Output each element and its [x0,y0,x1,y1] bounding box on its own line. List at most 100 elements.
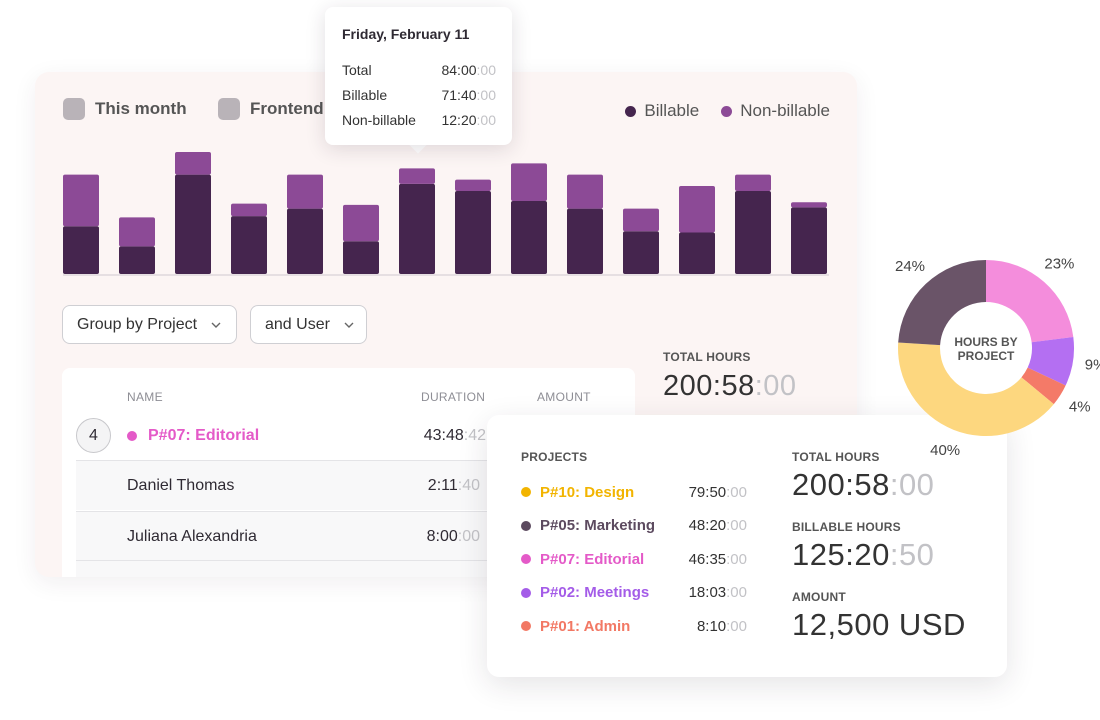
tooltip-label: Non-billable [342,112,416,128]
bar-segment [119,246,155,274]
bar-segment [343,204,379,242]
legend-label: Non-billable [740,101,830,120]
project-hours: 79:50:00 [689,484,747,501]
time-main: 125:20 [792,537,890,572]
tooltip-value: 12:20:00 [441,112,496,128]
tooltip-label: Billable [342,87,388,103]
donut-slice [1021,367,1066,405]
project-hours: 46:35:00 [689,551,747,568]
project-hours: 18:03:00 [689,584,747,601]
project-dot [521,587,531,598]
time-main: 12:20 [441,112,477,128]
donut-slice [898,260,986,346]
total-label: TOTAL HOURS [663,350,751,364]
bar-segment [455,179,491,191]
total-faded: :00 [754,370,797,402]
user-name: Daniel Thomas [127,477,235,494]
bar-segment [343,241,379,274]
donut-slice [986,260,1074,343]
project-dot [521,554,531,564]
bar-segment [287,174,323,209]
stat-label: BILLABLE HOURS [792,520,901,534]
column-header: DURATION [421,390,486,404]
project-row: P#05: Marketing 48:20:00 [521,516,747,536]
bar-segment [231,216,267,274]
project-name: P#02: Meetings [540,584,650,601]
time-faded: :00 [476,62,496,78]
time-main: 18:03 [688,584,727,601]
duration: 2:11:40 [428,477,480,495]
duration-main: 8:00 [426,528,458,545]
group-duration: 43:48:42 [424,427,486,445]
bar-segment [175,174,211,274]
period-filter[interactable]: This month [63,98,187,120]
project-hours: 48:20:00 [689,517,747,534]
legend-dot [721,105,733,117]
bar-segment [63,174,99,227]
bar-segment [791,207,827,274]
bar-segment [231,203,267,217]
duration-faded: :00 [457,528,480,545]
time-main: 71:40 [441,87,477,103]
project-name: P#05: Marketing [540,517,656,534]
chevron [211,322,221,328]
bar-segment [119,217,155,247]
time-main: 46:35 [688,550,727,568]
team-label: Frontend [250,99,324,118]
tooltip-title: Friday, February 11 [342,26,470,42]
time-faded: :00 [726,617,747,635]
time-value: 200:58:00 [792,467,934,503]
donut-slice [1027,336,1075,386]
calendar-icon [63,98,85,120]
project-row: P#10: Design 79:50:00 [521,482,747,502]
chevron [344,322,354,328]
slice-label: 9% [1085,356,1100,373]
team-filter[interactable]: Frontend [218,98,324,120]
slice-label: 23% [1044,256,1074,273]
bar-segment [455,190,491,274]
count-badge: 4 [76,418,111,453]
time-main: 48:20 [688,517,727,534]
projects-label: PROJECTS [521,450,588,464]
bar-chart [63,152,829,276]
time-faded: :00 [726,483,747,501]
stat-label: TOTAL HOURS [792,450,880,464]
stat-label: AMOUNT [792,590,846,604]
tooltip-value: 84:00:00 [441,62,496,78]
time-faded: :00 [889,467,935,502]
bar-segment [791,202,827,208]
project-hours: 8:10:00 [697,618,747,635]
tooltip-value: 71:40:00 [441,87,496,103]
duration-main: 2:11 [427,477,458,494]
duration-main: 43:48 [423,427,464,444]
slice-label: 4% [1069,398,1091,415]
time-value: 125:20:50 [792,537,934,573]
legend-dot [625,105,637,117]
time-faded: :00 [476,112,496,128]
time-main: 8:10 [696,617,727,635]
time-main: 12,500 USD [792,607,966,642]
bar-segment [567,174,603,209]
time-main: 79:50 [688,483,727,501]
dropdown-label: Group by Project [77,315,198,333]
time-value: 12,500 USD [792,607,966,643]
total-value: 200:58:00 [663,370,797,403]
total-main: 200:58 [663,370,755,402]
user-dropdown[interactable]: and User [250,305,367,344]
project-row: P#07: Editorial 46:35:00 [521,549,747,569]
team-icon [218,98,240,120]
bar-segment [287,208,323,274]
project-dot [521,621,531,631]
project-dot [127,431,137,441]
group-dropdown[interactable]: Group by Project [62,305,237,344]
group-name[interactable]: P#07: Editorial [148,427,260,444]
bar-segment [679,185,715,233]
bar-segment [511,201,547,274]
bar-segment [399,168,435,184]
period-label: This month [95,99,187,118]
column-header: NAME [127,390,163,404]
bar-segment [623,231,659,274]
bar-segment [735,174,771,191]
